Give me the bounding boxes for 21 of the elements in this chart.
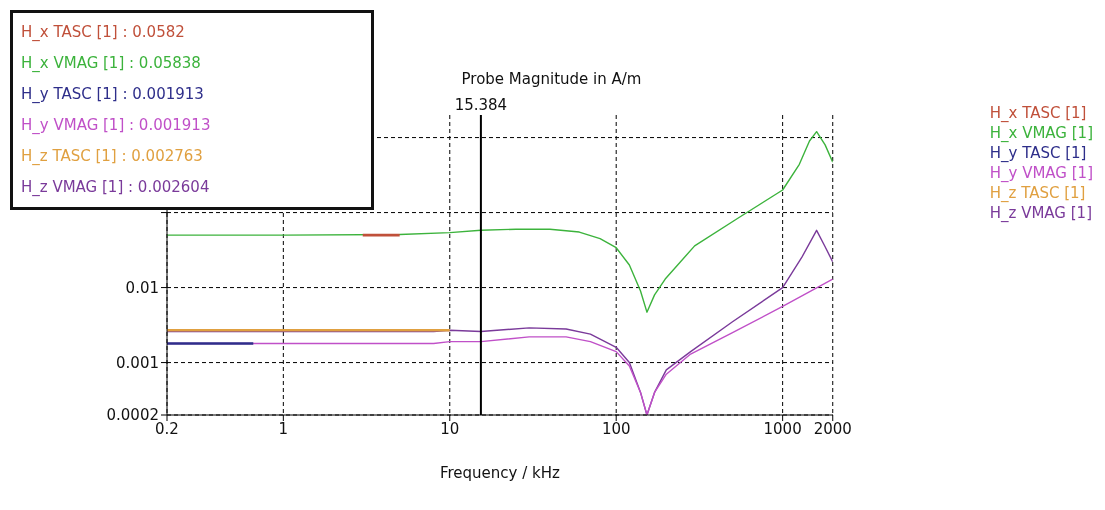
x-tick-label: 2000 <box>813 419 852 438</box>
x-tick-label: 0.2 <box>155 419 179 438</box>
text: H_x VMAG [1] <box>989 123 1093 143</box>
y-tick-label: 0.01 <box>125 278 159 297</box>
ref-line-label: 15.384 <box>454 96 508 114</box>
annotation: H_z TASC [1] : 0.002763 <box>21 146 204 167</box>
text: H_y TASC [1] <box>989 143 1088 163</box>
x-tick-label: 100 <box>601 419 631 438</box>
text: H_y VMAG [1] <box>989 163 1093 183</box>
readout-box: H_x TASC [1] : 0.0582 H_x VMAG [1] : 0.05838 H_y TASC [1] : 0.001913 H_y VMAG [1] : 0.001913 H_z TASC [1] : 0.002763 H_z VMAG [1] : 0.002604 <box>10 10 374 210</box>
x-axis-title: Frequency / kHz <box>439 464 560 482</box>
x-tick-label: 1 <box>278 419 289 438</box>
annotation: H_y VMAG [1] : 0.001913 <box>21 115 212 136</box>
annotation: H_z VMAG [1] : 0.002604 <box>21 177 211 198</box>
text: H_z VMAG [1] <box>989 203 1093 223</box>
x-tick-label: 10 <box>440 419 460 438</box>
x-tick-label: 1000 <box>763 419 802 438</box>
y-tick-label: 0.001 <box>116 353 159 372</box>
text: H_x TASC [1] <box>989 103 1088 123</box>
chart-title: Probe Magnitude in A/m <box>461 70 642 88</box>
text: H_z TASC [1] <box>989 183 1087 203</box>
